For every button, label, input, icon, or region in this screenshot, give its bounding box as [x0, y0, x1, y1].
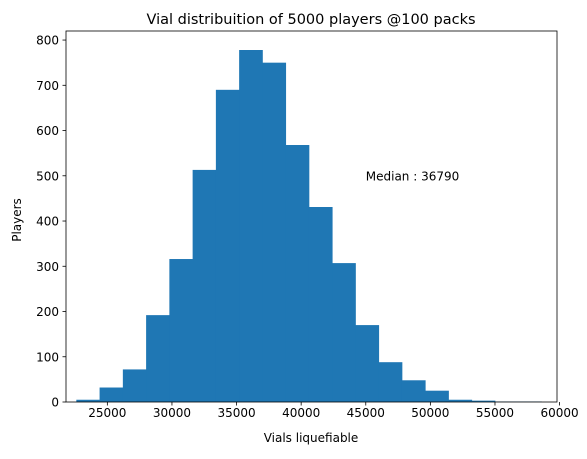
histogram-bar	[239, 50, 263, 402]
median-annotation: Median : 36790	[366, 169, 460, 183]
chart-title: Vial distribuition of 5000 players @100 …	[146, 12, 475, 28]
histogram-bar	[123, 369, 147, 402]
histogram-bar	[100, 388, 124, 402]
histogram-bar	[169, 259, 193, 402]
x-tick-label: 60000	[540, 406, 578, 420]
histogram-bar	[262, 63, 286, 402]
histogram-bar	[402, 380, 426, 402]
x-tick-label: 40000	[282, 406, 320, 420]
histogram-bar	[379, 362, 403, 402]
x-tick-label: 25000	[88, 406, 126, 420]
histogram-bar	[286, 145, 310, 402]
x-tick-label: 55000	[476, 406, 514, 420]
y-tick-label: 400	[36, 215, 59, 229]
y-tick-label: 300	[36, 260, 59, 274]
x-tick-label: 45000	[347, 406, 385, 420]
y-tick-label: 500	[36, 169, 59, 183]
histogram-bar	[355, 325, 379, 402]
x-axis-label: Vials liquefiable	[264, 431, 359, 445]
y-tick-label: 700	[36, 79, 59, 93]
bars-layer	[76, 50, 542, 402]
y-tick-label: 100	[36, 350, 59, 364]
annotations-layer: Median : 36790	[366, 169, 460, 183]
y-axis: 0 100 200 300 400 500 600 700 800	[36, 34, 66, 410]
x-axis: 25000 30000 35000 40000 45000 50000 55000 60000	[88, 402, 578, 420]
histogram-bar	[332, 263, 356, 402]
histogram-bar	[425, 391, 449, 402]
y-tick-label: 600	[36, 124, 59, 138]
histogram-bar	[146, 315, 170, 402]
y-axis-label: Players	[10, 198, 24, 242]
histogram-bar	[309, 207, 333, 402]
x-tick-label: 30000	[153, 406, 191, 420]
y-tick-label: 800	[36, 34, 59, 48]
y-tick-label: 0	[51, 396, 59, 410]
histogram-bar	[216, 90, 240, 402]
x-tick-label: 50000	[411, 406, 449, 420]
histogram-bar	[193, 170, 217, 402]
y-tick-label: 200	[36, 305, 59, 319]
x-tick-label: 35000	[217, 406, 255, 420]
